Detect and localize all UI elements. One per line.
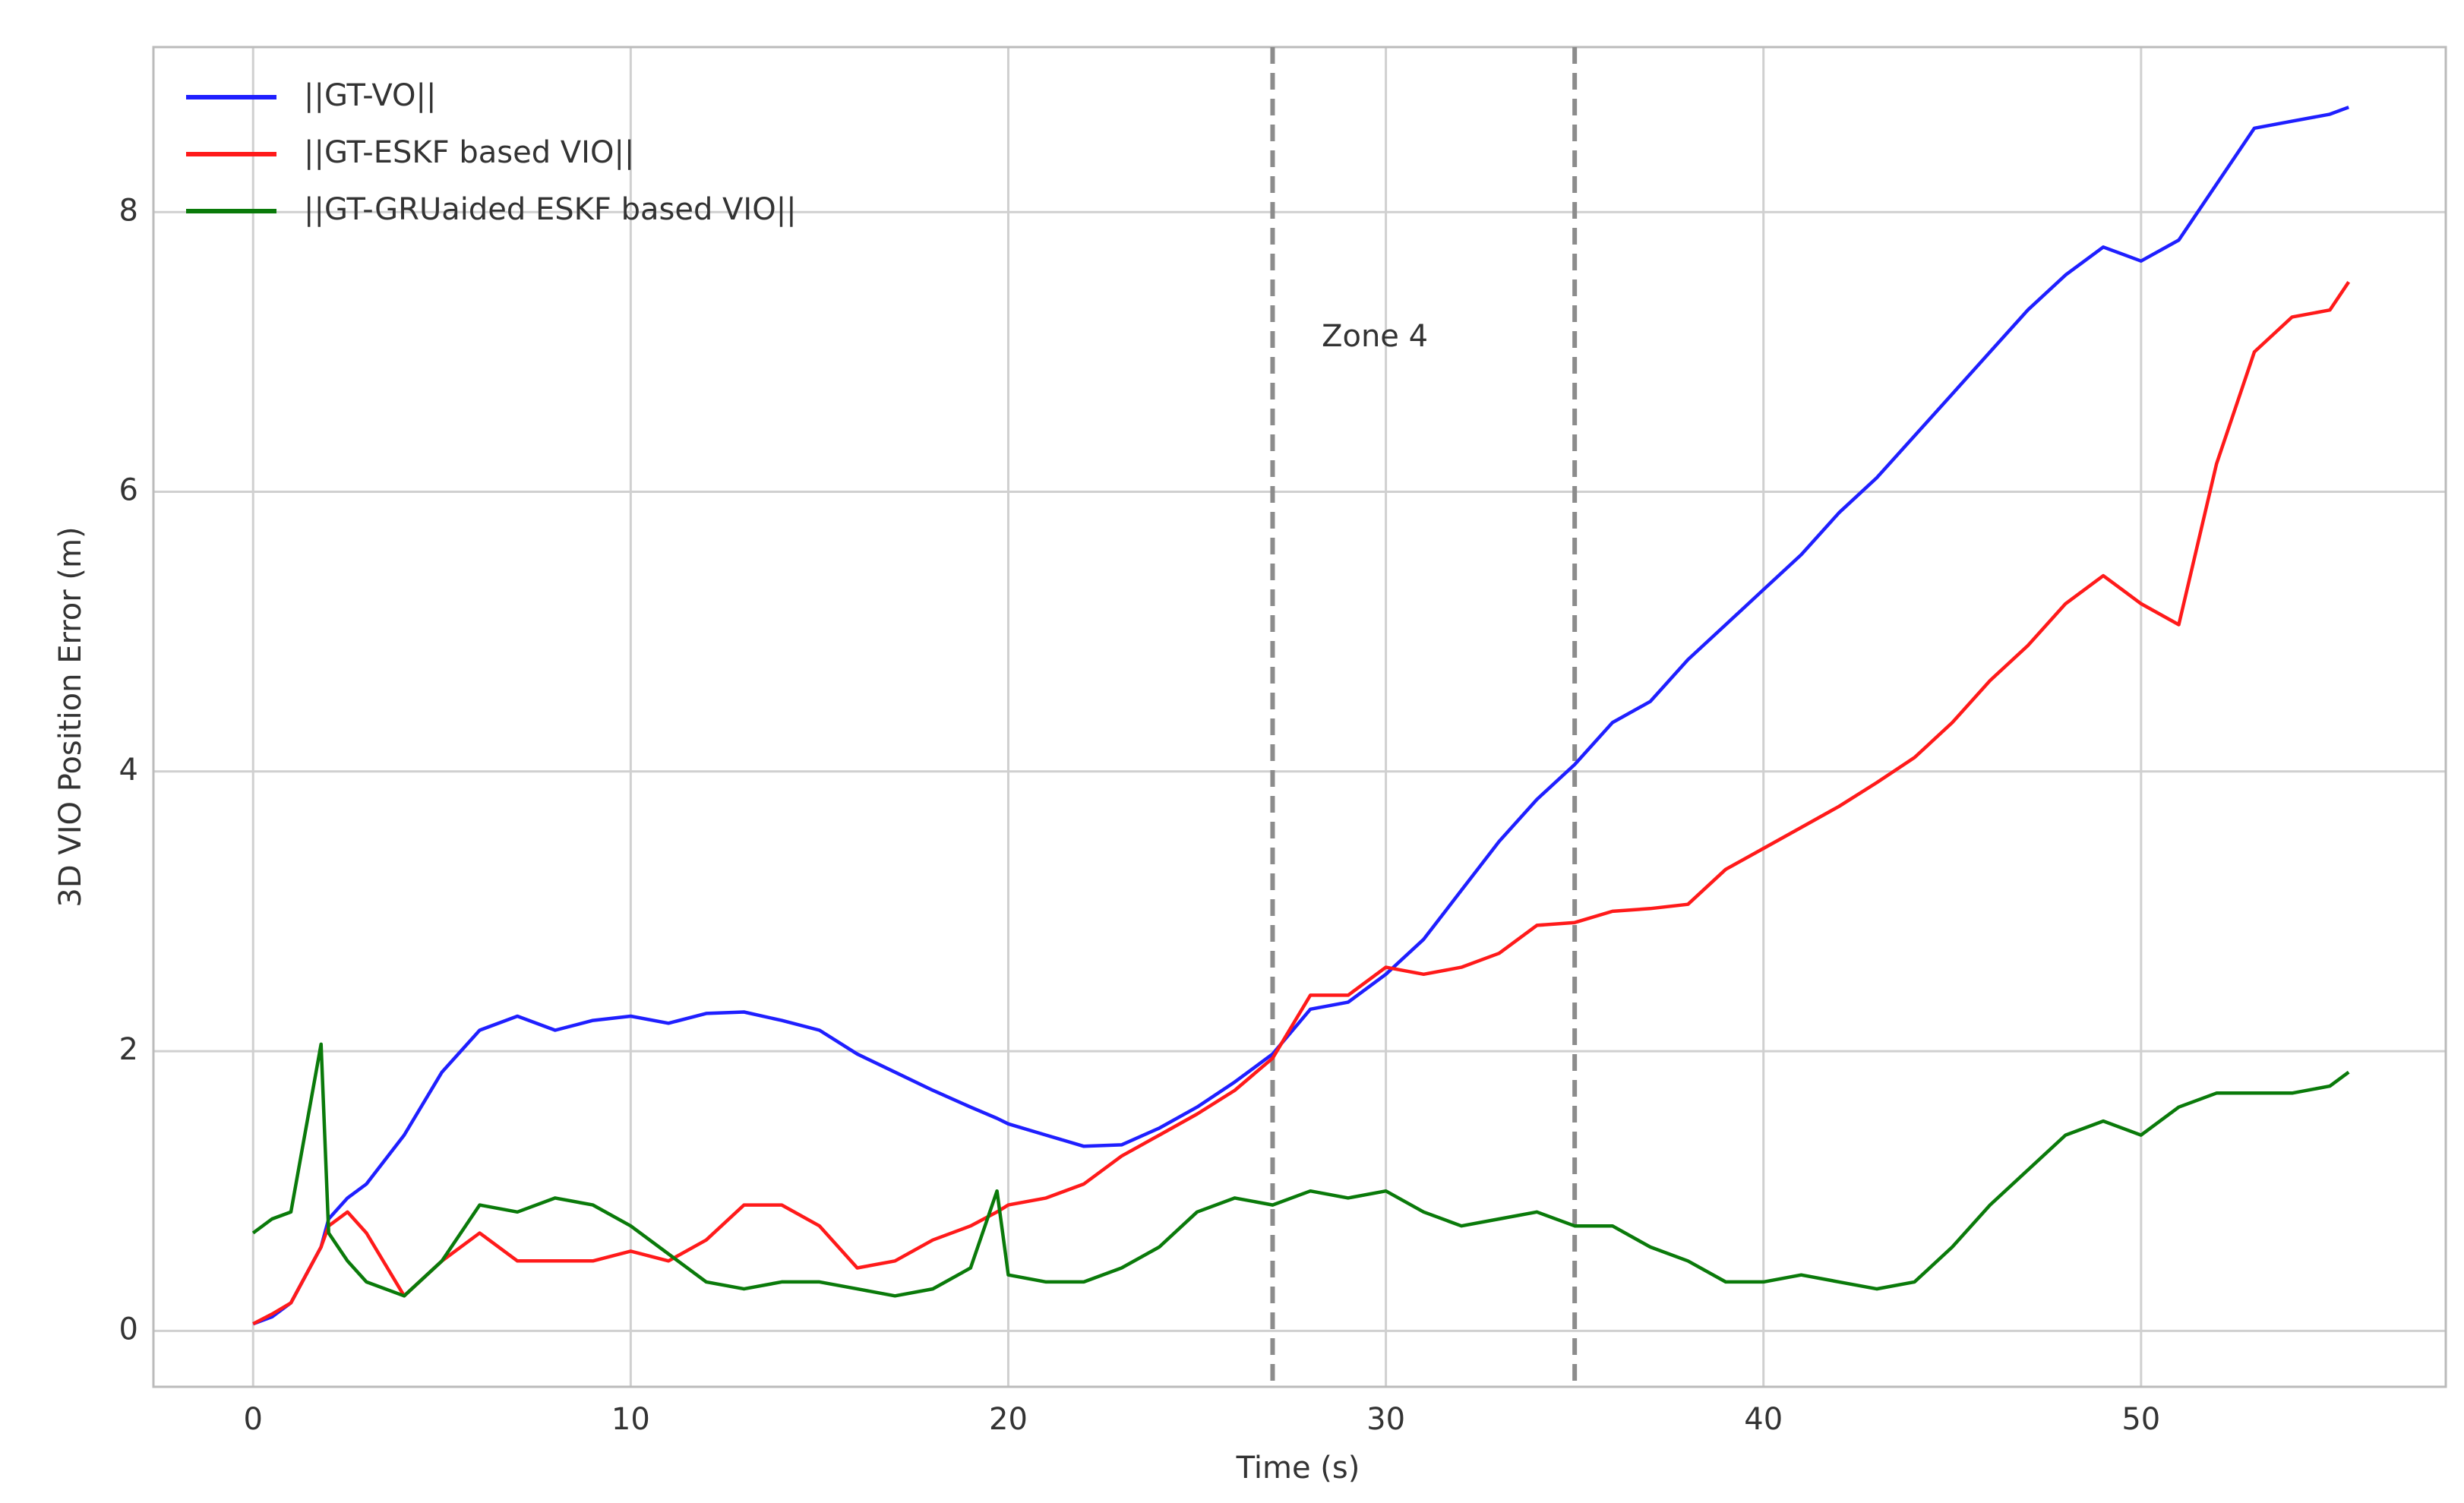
legend-label: ||GT-VO|| xyxy=(304,78,436,113)
legend-label: ||GT-ESKF based VIO|| xyxy=(304,135,634,170)
x-tick-label: 10 xyxy=(611,1402,650,1437)
x-tick-label: 40 xyxy=(1744,1402,1783,1437)
y-tick-label: 4 xyxy=(119,753,138,788)
x-tick-label: 0 xyxy=(244,1402,263,1437)
y-tick-label: 0 xyxy=(119,1312,138,1347)
annotation: Zone 4 xyxy=(1322,319,1428,354)
x-tick-label: 20 xyxy=(989,1402,1028,1437)
plot-frame xyxy=(152,46,2447,1388)
x-tick-label: 30 xyxy=(1366,1402,1405,1437)
x-tick-label: 50 xyxy=(2121,1402,2160,1437)
series-line xyxy=(252,106,2349,1326)
y-axis-label: 3D VIO Position Error (m) xyxy=(53,526,88,907)
y-tick-label: 2 xyxy=(119,1032,138,1067)
y-tick-label: 8 xyxy=(119,193,138,228)
y-tick-label: 6 xyxy=(119,473,138,508)
x-axis-label: Time (s) xyxy=(1236,1451,1360,1486)
series-line xyxy=(251,1042,2350,1298)
legend-label: ||GT-GRUaided ESKF based VIO|| xyxy=(304,192,797,227)
series-line xyxy=(252,281,2351,1326)
